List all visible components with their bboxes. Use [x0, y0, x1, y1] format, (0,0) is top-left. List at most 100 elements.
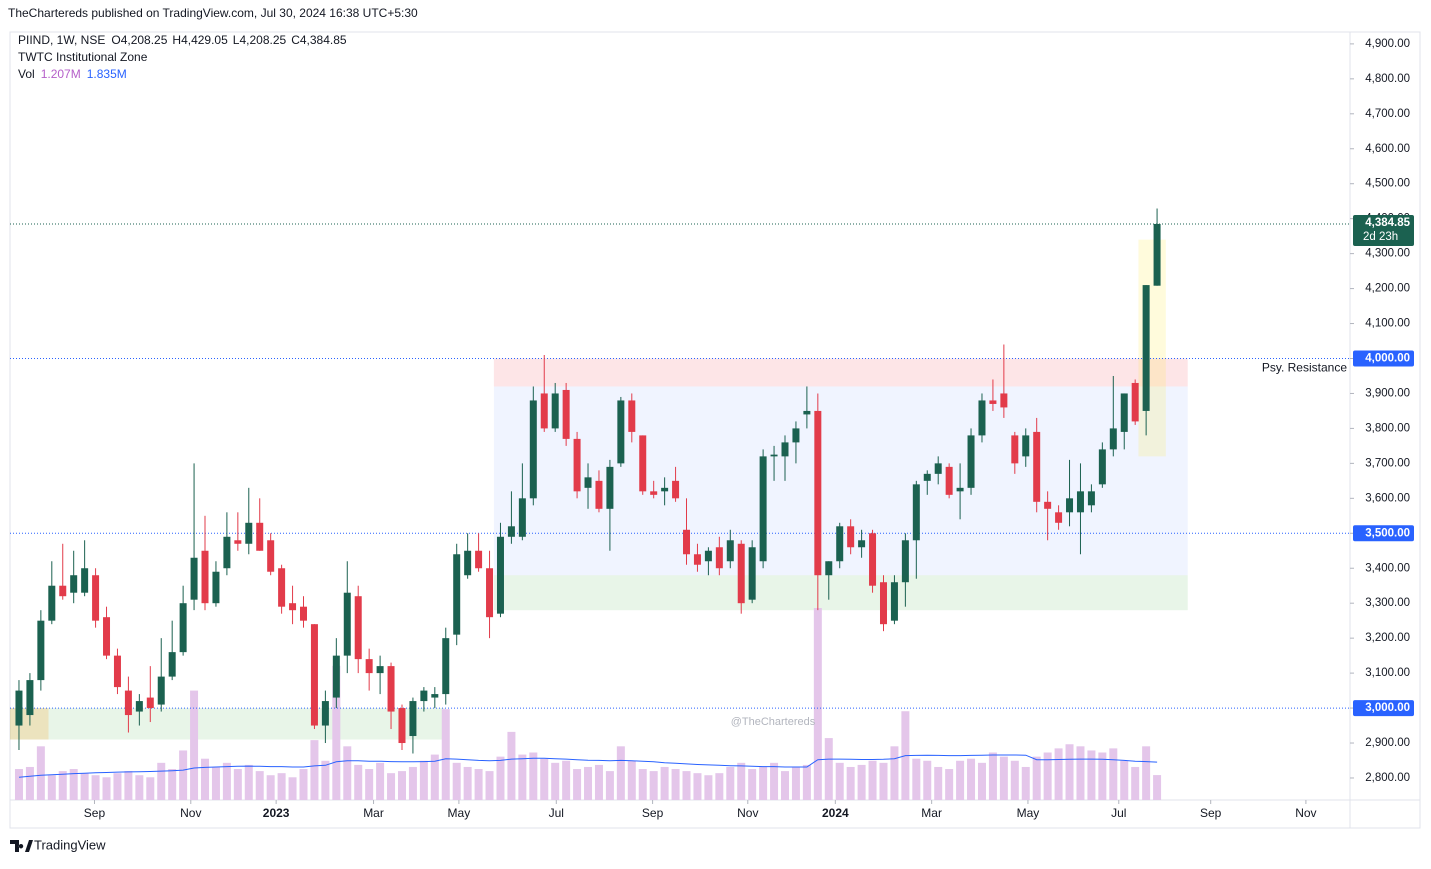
- volume-bar: [1153, 775, 1162, 800]
- volume-bar: [179, 750, 188, 800]
- candle-body: [475, 550, 483, 569]
- volume-bar: [605, 771, 614, 800]
- candle-body: [256, 522, 264, 551]
- candle-body: [464, 550, 472, 576]
- candle-body: [672, 480, 680, 499]
- candle-body: [803, 410, 811, 415]
- candle-body: [1153, 223, 1161, 286]
- volume-bar: [1010, 760, 1019, 800]
- candle-body: [81, 568, 89, 593]
- candle-body: [945, 466, 953, 495]
- volume-bar: [791, 766, 800, 800]
- volume-bar: [507, 731, 516, 800]
- candle-body: [278, 568, 286, 607]
- volume-bar: [496, 756, 505, 800]
- volume-bar: [299, 769, 308, 800]
- level-badge: [1353, 525, 1414, 542]
- x-tick-label: Nov: [1295, 806, 1316, 820]
- candle-body: [442, 638, 450, 695]
- candle-body: [507, 526, 515, 537]
- candle-body: [113, 655, 121, 688]
- candle-body: [704, 550, 712, 562]
- volume-bar: [616, 746, 625, 800]
- candle-body: [37, 620, 45, 681]
- candle-body: [179, 603, 187, 653]
- candle-body: [103, 617, 111, 656]
- volume-bar: [835, 762, 844, 800]
- candle-body: [606, 466, 614, 509]
- volume-bar: [737, 762, 746, 800]
- volume-bar: [80, 773, 89, 800]
- volume-bar: [1109, 748, 1118, 800]
- countdown-label: 2d 23h: [1363, 231, 1398, 243]
- x-tick-label: Mar: [921, 806, 942, 820]
- volume-bar: [69, 769, 78, 800]
- y-tick-label: 3,800.00: [1365, 422, 1410, 434]
- candle-body: [321, 701, 329, 726]
- volume-bar: [715, 773, 724, 800]
- candle-body: [365, 659, 373, 674]
- candle-body: [26, 680, 34, 716]
- volume-bar: [1043, 752, 1052, 800]
- candle-body: [234, 540, 242, 544]
- candle-body: [879, 582, 887, 625]
- volume-bar: [967, 758, 976, 800]
- volume-bar: [584, 766, 593, 800]
- candle-body: [584, 477, 592, 488]
- candle-body: [518, 498, 526, 537]
- legend-symbol: PIIND, 1W, NSE: [18, 33, 105, 47]
- candle-body: [529, 400, 537, 499]
- chart-frame: [9, 31, 1421, 829]
- candle-body: [1000, 393, 1008, 408]
- candle-body: [190, 557, 198, 600]
- candle-body: [267, 540, 275, 572]
- candle-body: [540, 393, 548, 429]
- volume-bar: [102, 777, 111, 800]
- x-tick-label: Sep: [642, 806, 664, 820]
- legend-ohlc: H4,429.05: [172, 33, 228, 47]
- candle-body: [847, 526, 855, 548]
- candle-body: [1087, 491, 1095, 506]
- candle-body: [92, 575, 100, 621]
- volume-bar: [222, 762, 231, 800]
- candle-body: [1044, 501, 1052, 509]
- plot-area: @TheChartereds: [10, 208, 1350, 800]
- volume-bar: [211, 766, 220, 800]
- volume-bar: [573, 769, 582, 800]
- volume-bar: [551, 762, 560, 800]
- candle-body: [923, 473, 931, 481]
- candle-body: [496, 536, 504, 614]
- volume-bar: [365, 769, 374, 800]
- volume-bar: [113, 773, 122, 800]
- candle-body: [989, 400, 997, 404]
- y-tick-label: 3,900.00: [1365, 387, 1410, 399]
- y-tick-label: 2,900.00: [1365, 737, 1410, 749]
- volume-bar: [704, 775, 713, 800]
- candle-body: [398, 708, 406, 744]
- volume-bar: [124, 771, 133, 800]
- volume-bar: [671, 769, 680, 800]
- candle-body: [201, 550, 209, 604]
- candle-body: [726, 540, 734, 562]
- volume-bar: [277, 773, 286, 800]
- candle-body: [1098, 449, 1106, 485]
- volume-bar: [25, 766, 34, 800]
- level-label: 3,000.00: [1365, 702, 1410, 714]
- volume-bar: [452, 762, 461, 800]
- y-tick-label: 4,800.00: [1365, 73, 1410, 85]
- level-badge: [1353, 350, 1414, 367]
- x-tick-label: May: [448, 806, 471, 820]
- volume-bar: [1054, 748, 1063, 800]
- volume-bar: [594, 764, 603, 800]
- candle-body: [48, 585, 56, 621]
- candle-body: [748, 547, 756, 600]
- candle-body: [661, 487, 669, 492]
- candle-body: [59, 585, 67, 597]
- candle-body: [737, 543, 745, 604]
- volume-ma-line: [18, 754, 1158, 778]
- candle-body: [693, 554, 701, 565]
- candle-body: [1109, 428, 1117, 450]
- candle-body: [245, 522, 253, 544]
- volume-bar: [759, 766, 768, 800]
- volume-bar: [321, 760, 330, 800]
